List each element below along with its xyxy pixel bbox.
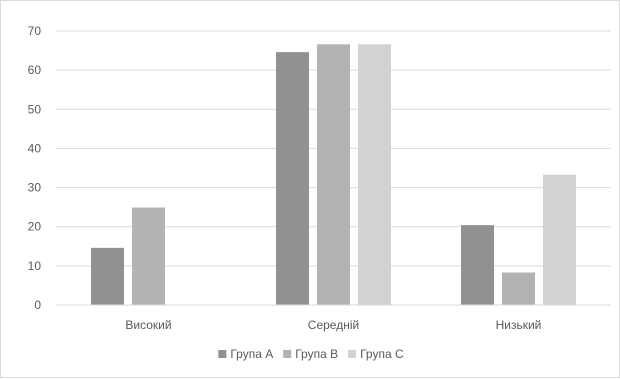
y-tick-label-0: 0 — [34, 298, 41, 312]
y-tick-label-10: 10 — [28, 259, 42, 273]
legend: Група А Група В Група С — [218, 347, 404, 361]
y-tick-label-70: 70 — [28, 24, 42, 38]
legend-swatch-2 — [283, 350, 292, 358]
bar-2-series-2 — [317, 44, 350, 306]
legend-label-1: Група А — [230, 347, 273, 361]
y-axis-ticks: 0 10 20 30 40 50 60 70 — [28, 24, 42, 312]
bar-2-series-1 — [276, 52, 309, 305]
bar-1-series-2 — [132, 207, 165, 305]
bar-3-series-1 — [461, 225, 494, 305]
bar-1-series-1 — [91, 247, 124, 305]
bar-3-series-3 — [543, 174, 576, 305]
y-tick-label-50: 50 — [28, 102, 42, 116]
bar-2-series-3 — [358, 44, 391, 306]
y-tick-label-20: 20 — [28, 220, 42, 234]
x-tick-label-3: Низький — [496, 318, 542, 332]
legend-label-3: Група С — [360, 347, 404, 361]
legend-swatch-3 — [348, 350, 357, 358]
bars — [56, 44, 611, 306]
legend-label-2: Група В — [295, 347, 338, 361]
y-tick-label-40: 40 — [28, 141, 42, 155]
x-tick-label-1: Високий — [125, 318, 171, 332]
y-tick-label-30: 30 — [28, 181, 42, 195]
bar-3-series-2 — [502, 272, 535, 305]
y-tick-label-60: 60 — [28, 63, 42, 77]
legend-swatch-1 — [218, 350, 227, 358]
x-axis-ticks: Високий Середній Низький — [125, 318, 541, 332]
x-tick-label-2: Середній — [308, 318, 359, 332]
